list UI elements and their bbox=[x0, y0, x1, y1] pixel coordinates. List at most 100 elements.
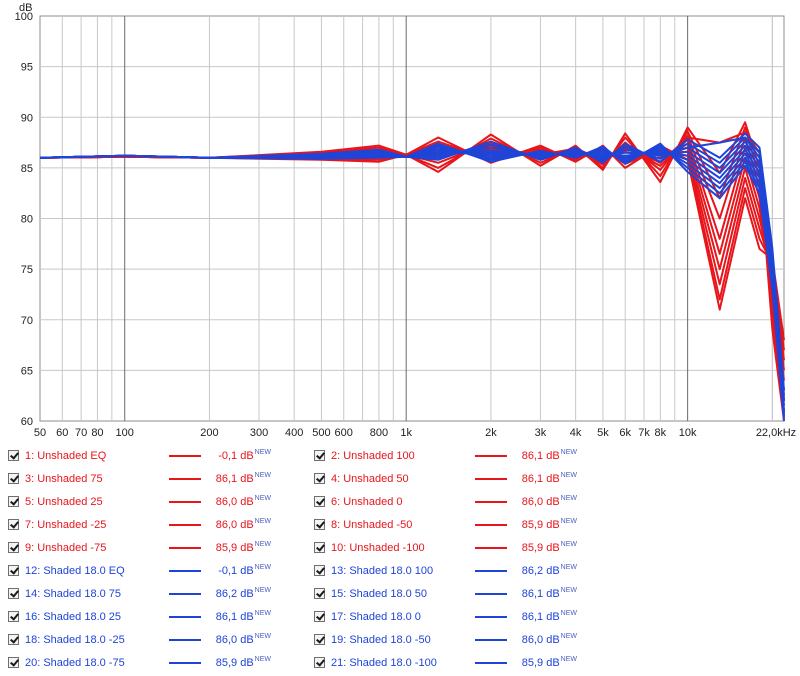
new-badge: NEW bbox=[560, 656, 577, 663]
y-tick-label: 95 bbox=[21, 62, 33, 74]
x-tick-label: 2k bbox=[485, 427, 497, 439]
legend-series-name: 2: Unshaded 100 bbox=[331, 449, 415, 462]
legend-line-swatch bbox=[169, 546, 201, 549]
legend-entry: 16: Shaded 18.0 25 86,1 dBNEW bbox=[0, 605, 271, 628]
legend-series-value: 85,9 dBNEW bbox=[521, 656, 577, 669]
series-visibility-checkbox[interactable] bbox=[8, 542, 19, 553]
x-tick-label: 3k bbox=[535, 427, 547, 439]
legend-entry: 7: Unshaded -25 86,0 dBNEW bbox=[0, 513, 271, 536]
legend-series-value: 86,0 dBNEW bbox=[521, 633, 577, 646]
legend-series-name: 20: Shaded 18.0 -75 bbox=[25, 656, 125, 669]
legend-line-swatch bbox=[475, 638, 507, 641]
series-visibility-checkbox[interactable] bbox=[8, 519, 19, 530]
legend-series-name: 9: Unshaded -75 bbox=[25, 541, 107, 554]
legend-line-swatch bbox=[475, 661, 507, 664]
legend-entry: 18: Shaded 18.0 -25 86,0 dBNEW bbox=[0, 628, 271, 651]
series-lines bbox=[39, 121, 785, 422]
x-tick-label: 4k bbox=[570, 427, 582, 439]
legend-entry: 10: Unshaded -100 85,9 dBNEW bbox=[306, 536, 577, 559]
x-tick-label: 80 bbox=[91, 427, 103, 439]
series-visibility-checkbox[interactable] bbox=[314, 542, 325, 553]
legend-series-value: 86,1 dBNEW bbox=[215, 472, 271, 485]
series-visibility-checkbox[interactable] bbox=[314, 657, 325, 668]
legend-series-value: 86,0 dBNEW bbox=[215, 633, 271, 646]
new-badge: NEW bbox=[560, 495, 577, 502]
series-visibility-checkbox[interactable] bbox=[314, 634, 325, 645]
legend-series-value: 85,9 dBNEW bbox=[215, 541, 271, 554]
series-visibility-checkbox[interactable] bbox=[314, 450, 325, 461]
x-tick-label: 10k bbox=[679, 427, 697, 439]
legend-entry: 5: Unshaded 25 86,0 dBNEW bbox=[0, 490, 271, 513]
series-visibility-checkbox[interactable] bbox=[8, 473, 19, 484]
new-badge: NEW bbox=[254, 587, 271, 594]
legend-line-swatch bbox=[169, 661, 201, 664]
series-visibility-checkbox[interactable] bbox=[314, 519, 325, 530]
series-visibility-checkbox[interactable] bbox=[314, 588, 325, 599]
x-tick-label: 500 bbox=[312, 427, 330, 439]
legend-line-swatch bbox=[475, 569, 507, 572]
legend-line-swatch bbox=[169, 477, 201, 480]
series-visibility-checkbox[interactable] bbox=[8, 634, 19, 645]
legend-series-value: 86,2 dBNEW bbox=[521, 564, 577, 577]
legend-entry: 12: Shaded 18.0 EQ -0,1 dBNEW bbox=[0, 559, 271, 582]
x-axis-end-label: 22,0kHz bbox=[756, 427, 796, 439]
legend-series-name: 3: Unshaded 75 bbox=[25, 472, 103, 485]
legend-series-value: 86,0 dBNEW bbox=[215, 495, 271, 508]
legend-line-swatch bbox=[475, 546, 507, 549]
series-visibility-checkbox[interactable] bbox=[8, 657, 19, 668]
legend-series-value: 85,9 dBNEW bbox=[521, 518, 577, 531]
y-tick-label: 80 bbox=[21, 214, 33, 226]
legend-line-swatch bbox=[169, 569, 201, 572]
x-tick-label: 5k bbox=[597, 427, 609, 439]
series-visibility-checkbox[interactable] bbox=[8, 588, 19, 599]
new-badge: NEW bbox=[254, 610, 271, 617]
y-tick-label: 60 bbox=[21, 416, 33, 428]
legend-line-swatch bbox=[475, 454, 507, 457]
series-line bbox=[39, 136, 785, 396]
legend-series-name: 17: Shaded 18.0 0 bbox=[331, 610, 421, 623]
series-visibility-checkbox[interactable] bbox=[314, 496, 325, 507]
legend: 1: Unshaded EQ -0,1 dBNEW 2: Unshaded 100 8… bbox=[0, 444, 800, 676]
legend-series-name: 10: Unshaded -100 bbox=[331, 541, 425, 554]
legend-line-swatch bbox=[475, 615, 507, 618]
legend-series-name: 7: Unshaded -25 bbox=[25, 518, 107, 531]
x-tick-label: 400 bbox=[285, 427, 303, 439]
series-visibility-checkbox[interactable] bbox=[8, 450, 19, 461]
new-badge: NEW bbox=[560, 518, 577, 525]
legend-series-value: 86,2 dBNEW bbox=[215, 587, 271, 600]
legend-series-name: 12: Shaded 18.0 EQ bbox=[25, 564, 125, 577]
x-tick-label: 100 bbox=[116, 427, 134, 439]
legend-series-name: 6: Unshaded 0 bbox=[331, 495, 403, 508]
series-visibility-checkbox[interactable] bbox=[8, 565, 19, 576]
legend-entry: 9: Unshaded -75 85,9 dBNEW bbox=[0, 536, 271, 559]
legend-series-name: 15: Shaded 18.0 50 bbox=[331, 587, 428, 600]
legend-series-name: 1: Unshaded EQ bbox=[25, 449, 107, 462]
legend-entry: 20: Shaded 18.0 -75 85,9 dBNEW bbox=[0, 651, 271, 674]
x-tick-label: 7k bbox=[638, 427, 650, 439]
series-visibility-checkbox[interactable] bbox=[8, 611, 19, 622]
x-tick-label: 600 bbox=[335, 427, 353, 439]
new-badge: NEW bbox=[560, 587, 577, 594]
y-tick-label: 65 bbox=[21, 365, 33, 377]
new-badge: NEW bbox=[254, 518, 271, 525]
legend-entry: 17: Shaded 18.0 0 86,1 dBNEW bbox=[306, 605, 577, 628]
series-visibility-checkbox[interactable] bbox=[314, 611, 325, 622]
legend-series-name: 21: Shaded 18.0 -100 bbox=[331, 656, 437, 669]
legend-entry: 1: Unshaded EQ -0,1 dBNEW bbox=[0, 444, 271, 467]
legend-entry: 14: Shaded 18.0 75 86,2 dBNEW bbox=[0, 582, 271, 605]
grid bbox=[40, 16, 784, 421]
legend-line-swatch bbox=[475, 477, 507, 480]
series-visibility-checkbox[interactable] bbox=[314, 565, 325, 576]
legend-series-value: 85,9 dBNEW bbox=[521, 541, 577, 554]
x-tick-label: 50 bbox=[34, 427, 46, 439]
legend-series-value: -0,1 dBNEW bbox=[218, 564, 271, 577]
new-badge: NEW bbox=[254, 656, 271, 663]
series-visibility-checkbox[interactable] bbox=[8, 496, 19, 507]
y-tick-labels: 60 65 70 75 80 85 90 95 100 bbox=[15, 11, 33, 428]
x-tick-label: 200 bbox=[200, 427, 218, 439]
legend-series-value: 86,0 dBNEW bbox=[521, 495, 577, 508]
series-visibility-checkbox[interactable] bbox=[314, 473, 325, 484]
legend-entry: 4: Unshaded 50 86,1 dBNEW bbox=[306, 467, 577, 490]
legend-series-name: 19: Shaded 18.0 -50 bbox=[331, 633, 431, 646]
legend-series-value: 86,0 dBNEW bbox=[215, 518, 271, 531]
